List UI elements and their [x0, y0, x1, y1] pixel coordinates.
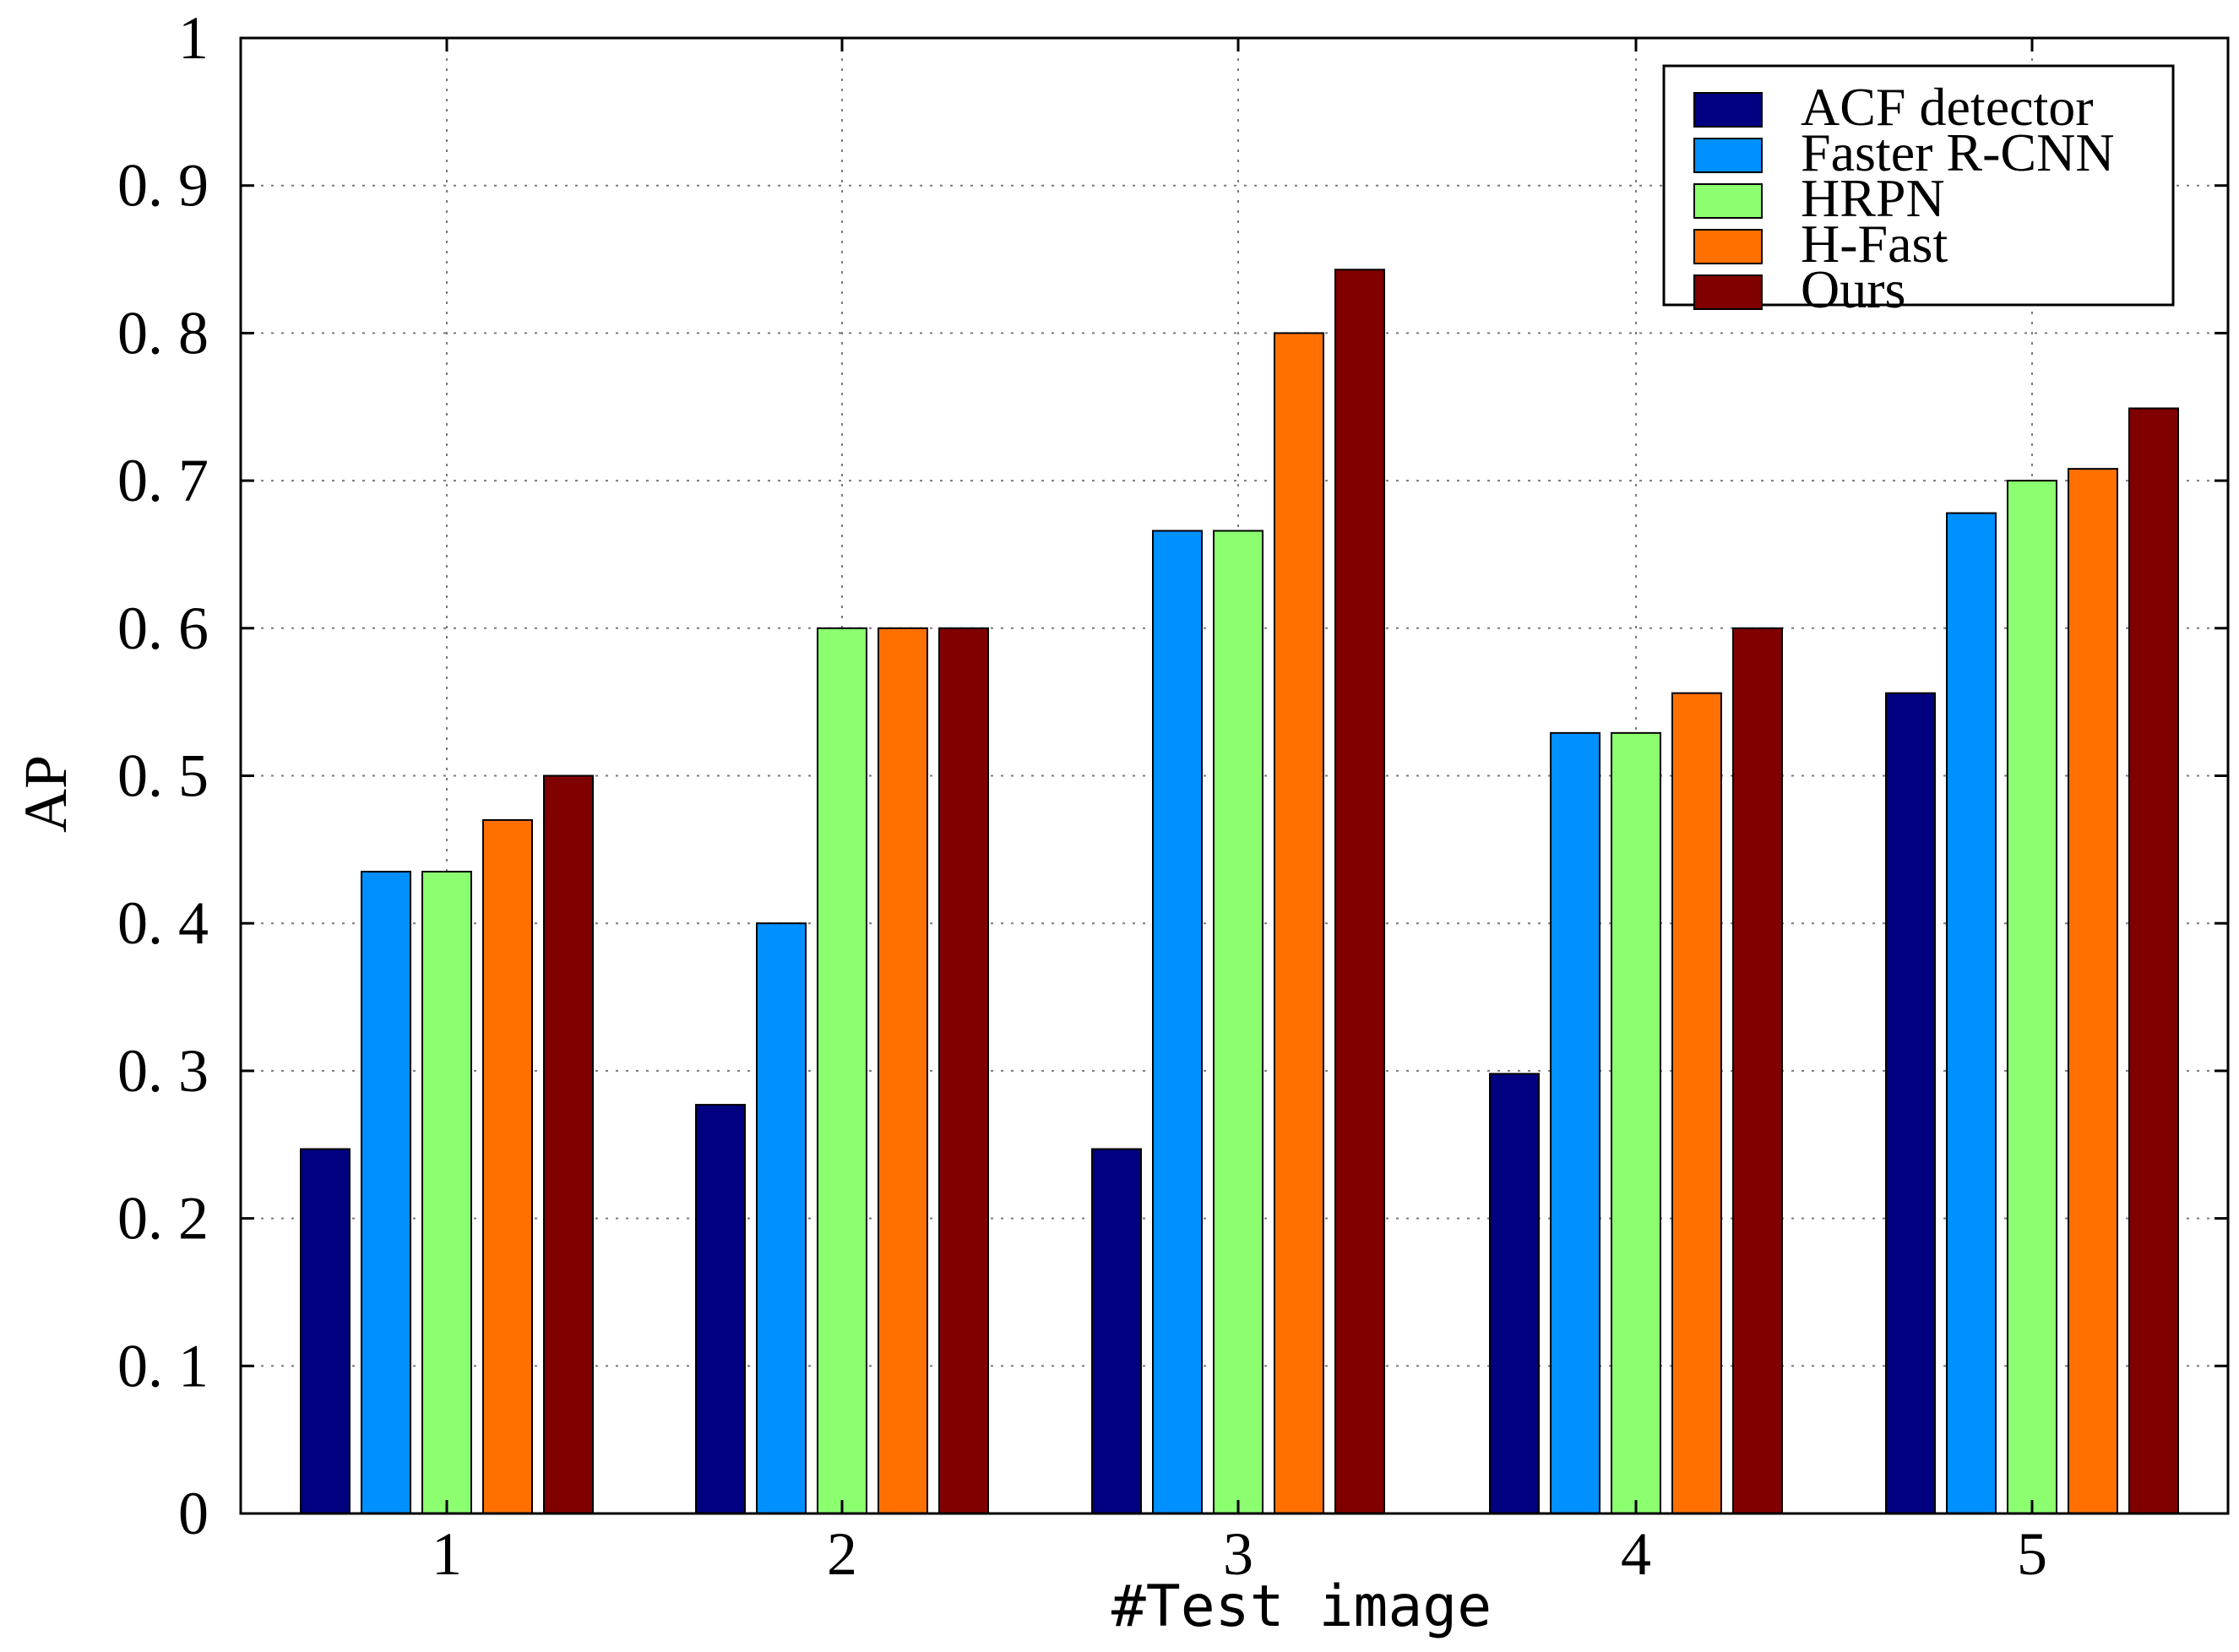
legend-swatch — [1693, 183, 1763, 219]
x-tick-label: 5 — [2017, 1520, 2047, 1588]
bar — [1671, 692, 1722, 1514]
bar — [695, 1104, 746, 1515]
bar — [1213, 530, 1264, 1514]
bar — [2068, 468, 2118, 1514]
legend-swatch — [1693, 138, 1763, 173]
y-tick-label: 0. 7 — [117, 447, 209, 514]
bar — [421, 871, 472, 1515]
legend-label: H-Fast — [1801, 214, 1948, 274]
legend-label: HRPN — [1801, 168, 1945, 228]
bar — [1885, 692, 1936, 1514]
x-axis-title: #Test image — [1111, 1573, 1492, 1640]
bar — [300, 1148, 351, 1514]
y-tick-label: 0. 3 — [117, 1037, 209, 1105]
bar — [1489, 1073, 1540, 1515]
x-tick-label: 3 — [1223, 1520, 1253, 1588]
bar — [1611, 731, 1661, 1514]
bar — [878, 627, 928, 1514]
bar — [1334, 269, 1385, 1514]
bar — [543, 774, 594, 1514]
bar — [361, 871, 411, 1515]
y-tick-label: 0. 4 — [117, 889, 209, 957]
ticks: 0 0. 1 0. 2 0. 3 0. 4 0. 5 0. 6 0. 7 0. 8 0. 9 1 1 2… — [117, 4, 2228, 1588]
bar — [1550, 731, 1600, 1514]
x-tick-label: 4 — [1621, 1520, 1651, 1588]
bars — [300, 269, 2179, 1515]
legend-label: Ours — [1801, 259, 1905, 319]
bar — [938, 627, 989, 1514]
y-tick-label: 0. 9 — [117, 152, 209, 220]
legend-label: Faster R-CNN — [1801, 122, 2115, 182]
y-axis-title: AP — [12, 755, 79, 833]
bar — [1152, 530, 1203, 1514]
legend-swatch — [1693, 92, 1763, 128]
bar — [1732, 627, 1783, 1514]
x-tick-label: 1 — [432, 1520, 462, 1588]
legend-label: ACF detector — [1801, 77, 2094, 137]
y-tick-label: 0. 2 — [117, 1185, 209, 1253]
legend-swatch — [1693, 229, 1763, 264]
bar — [1946, 512, 1997, 1514]
y-tick-label: 1 — [178, 4, 209, 72]
y-tick-label: 0. 5 — [117, 742, 209, 810]
y-tick-label: 0 — [178, 1480, 209, 1547]
bar — [817, 627, 867, 1514]
y-tick-label: 0. 6 — [117, 595, 209, 662]
bar — [1091, 1148, 1142, 1514]
y-tick-label: 0. 8 — [117, 299, 209, 367]
y-tick-label: 0. 1 — [117, 1332, 209, 1399]
x-tick-label: 2 — [827, 1520, 857, 1588]
bar — [2128, 407, 2179, 1515]
bar — [2007, 480, 2057, 1514]
bar — [1274, 332, 1324, 1514]
legend-swatch — [1693, 274, 1763, 310]
bar — [482, 818, 533, 1514]
bar — [756, 922, 807, 1514]
